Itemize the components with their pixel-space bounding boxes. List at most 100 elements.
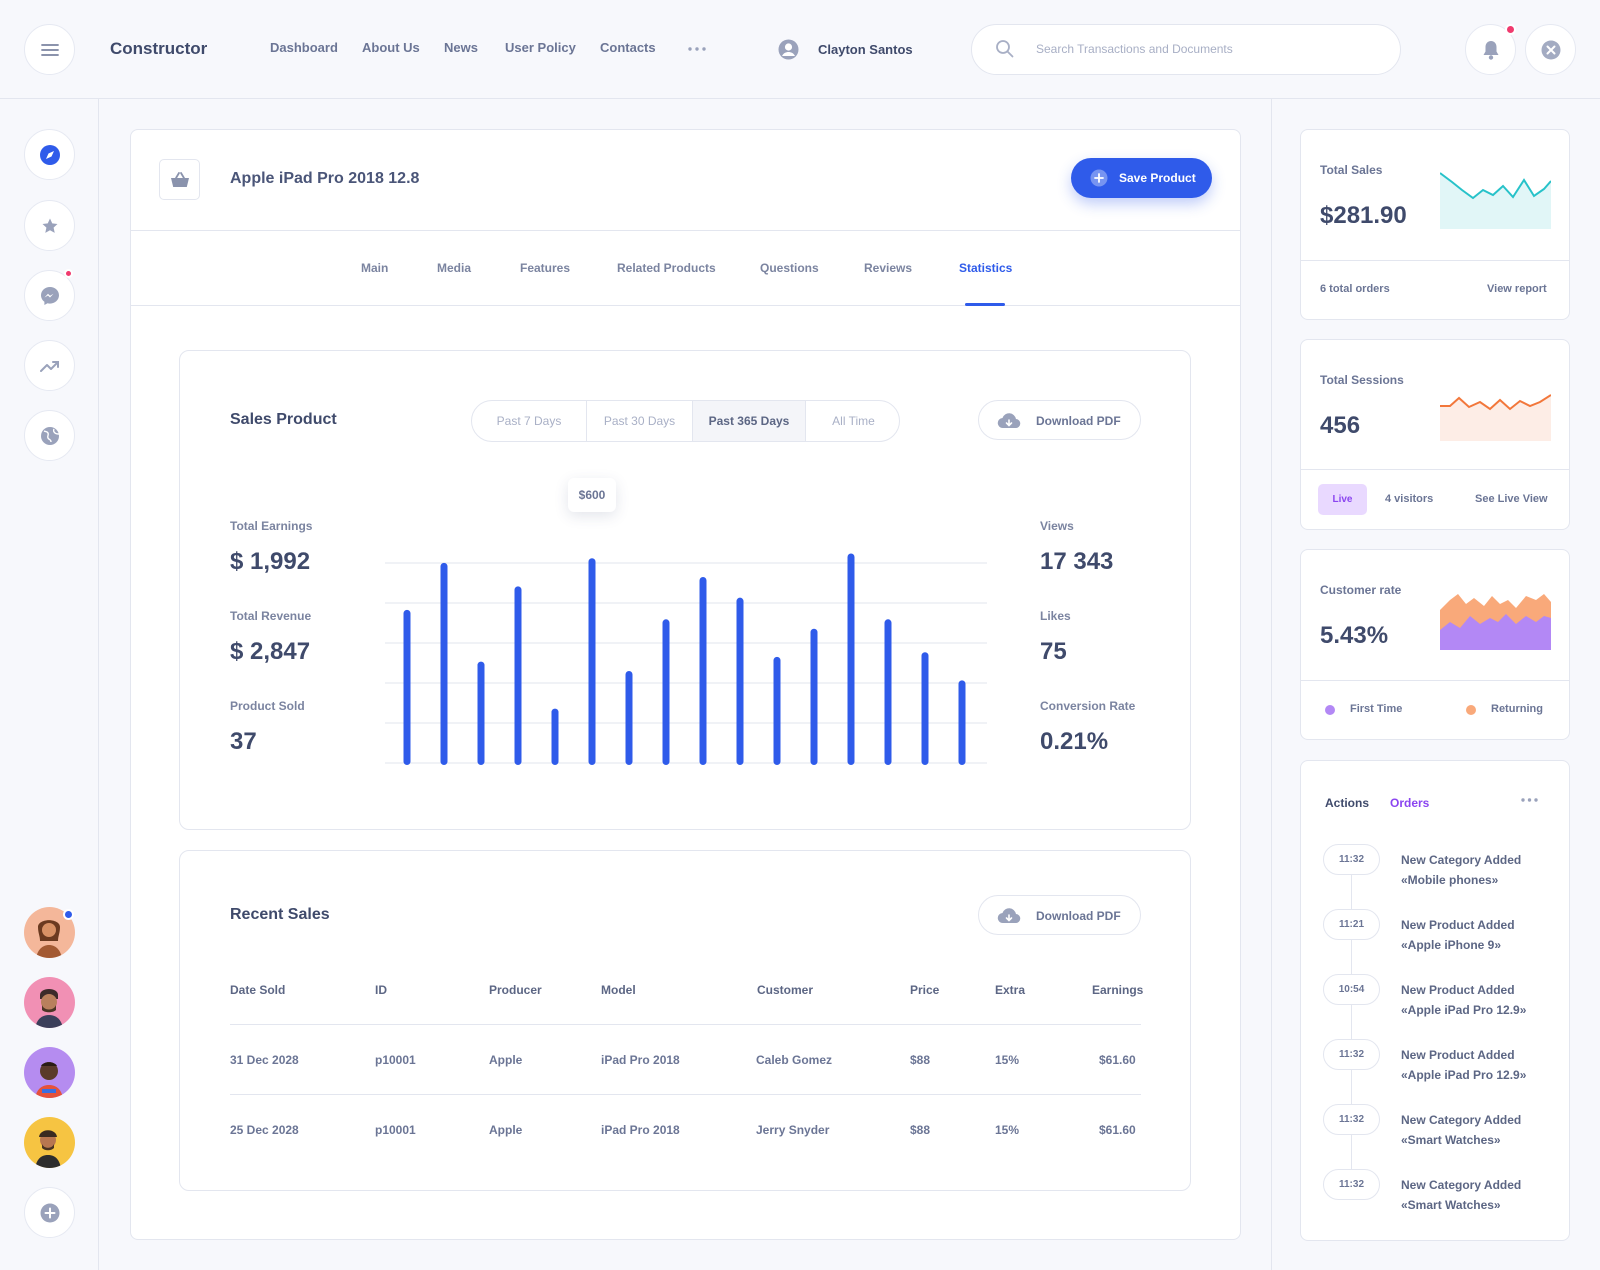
nav-contacts[interactable]: Contacts [600, 40, 656, 55]
tab-actions[interactable]: Actions [1325, 796, 1370, 810]
chart-bar[interactable] [588, 558, 596, 765]
active-tab-indicator [965, 303, 1005, 306]
range-past-7-days[interactable]: Past 7 Days [472, 401, 587, 441]
chart-bar[interactable] [662, 619, 670, 765]
column-header[interactable]: Price [910, 983, 940, 997]
menu-button[interactable] [24, 24, 75, 75]
notifications-button[interactable] [1465, 24, 1516, 75]
activity-detail: «Apple iPad Pro 12.9» [1401, 1068, 1527, 1082]
chart-bar[interactable] [773, 656, 781, 765]
sidebar-favorites[interactable] [24, 200, 75, 251]
nav-news[interactable]: News [444, 40, 478, 55]
chart-bar[interactable] [847, 553, 855, 766]
chart-bar[interactable] [958, 680, 966, 765]
see-live-view-link[interactable]: See Live View [1475, 493, 1548, 505]
chart-tooltip: $600 [568, 478, 616, 512]
nav-dashboard[interactable]: Dashboard [270, 40, 338, 55]
total-orders-text: 6 total orders [1320, 283, 1390, 295]
cell-customer: Caleb Gomez [756, 1053, 833, 1067]
chart-bar[interactable] [884, 619, 892, 765]
divider [1301, 469, 1569, 470]
column-header[interactable]: Earnings [1092, 983, 1144, 997]
range-past-30-days[interactable]: Past 30 Days [587, 401, 693, 441]
more-icon[interactable] [1521, 798, 1538, 802]
avatar[interactable] [24, 1117, 75, 1168]
chart-bar[interactable] [440, 562, 448, 765]
user-name[interactable]: Clayton Santos [818, 42, 913, 57]
chart-bar[interactable] [921, 652, 929, 765]
column-header[interactable]: Extra [995, 983, 1026, 997]
chart-bar[interactable] [699, 577, 707, 765]
tab-questions[interactable]: Questions [760, 261, 819, 275]
divider [131, 230, 1240, 231]
column-header[interactable]: Date Sold [230, 983, 286, 997]
cell-earnings: $61.60 [1099, 1053, 1136, 1067]
total-revenue-label: Total Revenue [230, 609, 312, 623]
customer-rate-value: 5.43% [1320, 622, 1389, 649]
tab-orders[interactable]: Orders [1390, 796, 1430, 810]
product-sold-label: Product Sold [230, 699, 305, 713]
view-report-link[interactable]: View report [1487, 283, 1547, 295]
activity-time: 11:32 [1323, 1169, 1380, 1200]
download-pdf-button[interactable]: Download PDF [978, 895, 1141, 935]
chart-bar[interactable] [736, 597, 744, 765]
chart-bar[interactable] [403, 609, 411, 765]
tab-related-products[interactable]: Related Products [617, 261, 716, 275]
star-icon [42, 218, 57, 233]
add-user-button[interactable] [24, 1187, 75, 1238]
close-button[interactable] [1525, 24, 1576, 75]
download-pdf-button[interactable]: Download PDF [978, 400, 1141, 440]
chart-bar[interactable] [514, 586, 522, 765]
cell-producer: Apple [489, 1123, 523, 1137]
cell-date: 25 Dec 2028 [230, 1123, 299, 1137]
tab-statistics[interactable]: Statistics [959, 261, 1013, 275]
sidebar-messages[interactable] [24, 270, 75, 321]
chart-bar[interactable] [551, 708, 559, 765]
nav-about-us[interactable]: About Us [362, 40, 420, 55]
cell-extra: 15% [995, 1053, 1020, 1067]
column-header[interactable]: Producer [489, 983, 542, 997]
avatar-person-icon [35, 989, 63, 1028]
total-sales-widget [1300, 129, 1570, 320]
tab-features[interactable]: Features [520, 261, 571, 275]
search-input[interactable]: Search Transactions and Documents [1036, 42, 1233, 56]
divider [230, 1024, 1141, 1025]
likes-label: Likes [1040, 609, 1071, 623]
activity-time: 11:32 [1323, 1039, 1380, 1070]
range-all-time[interactable]: All Time [832, 414, 875, 428]
chart-bar[interactable] [625, 671, 633, 765]
chart-bar[interactable] [477, 661, 485, 765]
column-header[interactable]: ID [375, 983, 387, 997]
avatar[interactable] [24, 1047, 75, 1098]
globe-icon [40, 426, 59, 445]
chart-bar[interactable] [810, 628, 818, 765]
range-past-365-days[interactable]: Past 365 Days [693, 401, 806, 441]
avatar[interactable] [24, 977, 75, 1028]
total-earnings-value: $ 1,992 [230, 548, 311, 575]
tab-main[interactable]: Main [361, 261, 389, 275]
cell-producer: Apple [489, 1053, 523, 1067]
more-icon[interactable] [688, 47, 706, 51]
brand-logo[interactable]: Constructor [110, 39, 208, 58]
total-sales-label: Total Sales [1320, 163, 1383, 177]
returning-legend: Returning [1491, 703, 1543, 715]
user-icon[interactable] [778, 39, 799, 60]
total-earnings-label: Total Earnings [230, 519, 313, 533]
search-box[interactable] [971, 24, 1401, 75]
tab-media[interactable]: Media [437, 261, 472, 275]
column-header[interactable]: Customer [757, 983, 814, 997]
visitors-count: 4 visitors [1385, 493, 1434, 505]
sidebar-globe[interactable] [24, 410, 75, 461]
sidebar-compass[interactable] [24, 129, 75, 180]
save-product-button[interactable]: Save Product [1071, 158, 1212, 198]
activity-title: New Product Added [1401, 983, 1515, 997]
tab-reviews[interactable]: Reviews [864, 261, 913, 275]
download-pdf-label: Download PDF [1036, 909, 1121, 923]
activity-detail: «Smart Watches» [1401, 1198, 1501, 1212]
product-thumb [159, 159, 200, 200]
nav-user-policy[interactable]: User Policy [505, 40, 576, 55]
column-header[interactable]: Model [601, 983, 636, 997]
divider [230, 1094, 1141, 1095]
activity-time: 11:32 [1323, 1104, 1380, 1135]
sidebar-analytics[interactable] [24, 340, 75, 391]
